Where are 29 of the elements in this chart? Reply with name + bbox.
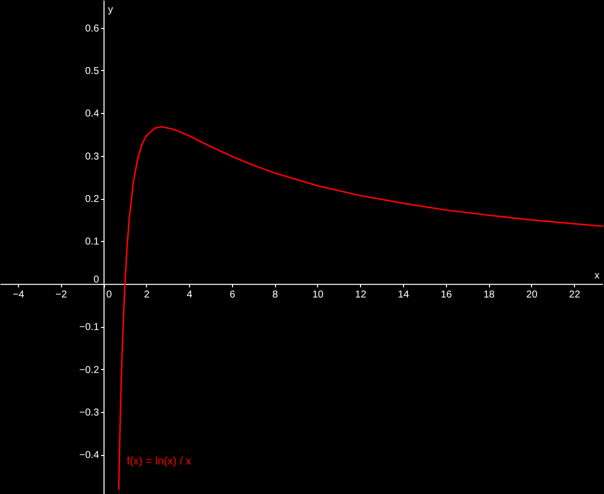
x-tick-label: 22 [569, 289, 581, 300]
y-tick-label: −0.1 [79, 322, 100, 334]
x-tick-label: 4 [186, 289, 193, 300]
y-tick-label: 0.2 [85, 194, 100, 206]
series-label: f(x) = ln(x) / x [126, 456, 192, 468]
y-tick-label: 0.6 [85, 23, 100, 34]
x-axis-title: x [594, 270, 600, 282]
x-tick-label: 2 [144, 289, 150, 300]
y-tick-label: −0.2 [79, 364, 100, 376]
y-tick-label: 0.5 [85, 66, 100, 77]
x-tick-label: 8 [272, 289, 278, 300]
x-tick-label: 10 [312, 289, 324, 300]
y-tick-label: 0.3 [85, 151, 100, 162]
x-tick-label: 6 [230, 289, 236, 300]
y-tick-label: −0.3 [79, 408, 100, 419]
y-axis-title: y [108, 4, 114, 16]
x-tick-label: 18 [484, 289, 496, 300]
x-tick-label: −2 [56, 289, 68, 300]
x-tick-label: 0 [106, 289, 112, 300]
y-tick-label: −0.4 [79, 450, 100, 462]
x-tick-label: 12 [355, 289, 367, 300]
x-tick-label: 16 [440, 289, 452, 300]
x-tick-label: 20 [526, 289, 538, 300]
line-series [118, 126, 603, 490]
x-tick-label: 14 [398, 289, 410, 300]
y-tick-label: 0.1 [85, 236, 100, 248]
y-tick-label: 0 [93, 274, 100, 286]
y-tick-label: 0.4 [85, 108, 100, 120]
x-tick-label: −4 [12, 289, 25, 300]
